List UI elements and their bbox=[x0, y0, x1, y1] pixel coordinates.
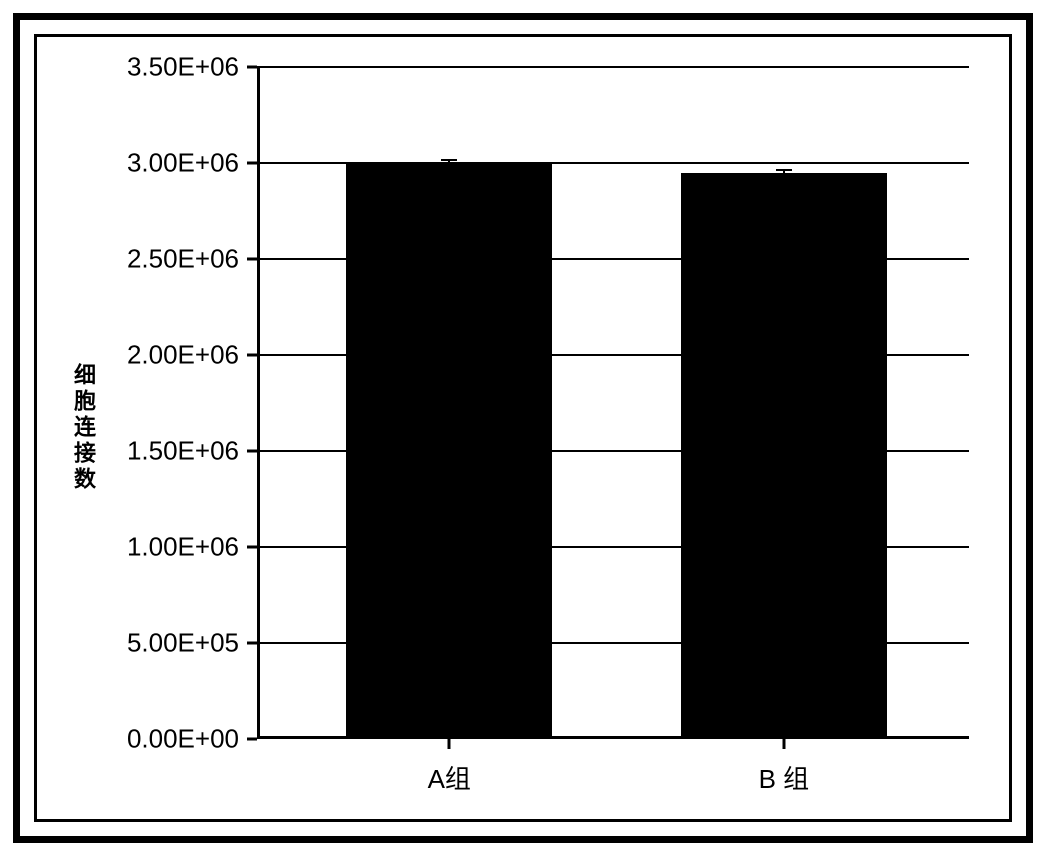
y-tick-label: 3.50E+06 bbox=[127, 52, 239, 83]
gridline bbox=[257, 66, 969, 68]
y-tick-label: 1.50E+06 bbox=[127, 436, 239, 467]
chart-outer-frame: 细胞连接数 A组B 组 0.00E+005.00E+051.00E+061.50… bbox=[13, 13, 1033, 843]
y-tick-mark bbox=[247, 354, 257, 357]
y-tick-label: 1.00E+06 bbox=[127, 532, 239, 563]
x-tick-mark bbox=[782, 739, 785, 749]
y-tick-label: 5.00E+05 bbox=[127, 628, 239, 659]
x-tick-mark bbox=[448, 739, 451, 749]
y-axis-label: 细胞连接数 bbox=[67, 363, 99, 493]
y-tick-mark bbox=[247, 450, 257, 453]
error-cap bbox=[441, 159, 457, 161]
x-axis-label: A组 bbox=[428, 759, 471, 796]
chart-inner-frame: 细胞连接数 A组B 组 0.00E+005.00E+051.00E+061.50… bbox=[34, 34, 1012, 822]
bar bbox=[681, 173, 887, 739]
chart-container: 细胞连接数 A组B 组 0.00E+005.00E+051.00E+061.50… bbox=[37, 37, 1009, 819]
y-tick-label: 2.00E+06 bbox=[127, 340, 239, 371]
y-tick-mark bbox=[247, 738, 257, 741]
y-tick-label: 0.00E+00 bbox=[127, 724, 239, 755]
y-tick-mark bbox=[247, 258, 257, 261]
y-axis-line bbox=[257, 67, 260, 739]
y-tick-mark bbox=[247, 66, 257, 69]
y-tick-mark bbox=[247, 546, 257, 549]
bar bbox=[346, 163, 552, 739]
y-tick-mark bbox=[247, 642, 257, 645]
y-tick-label: 3.00E+06 bbox=[127, 148, 239, 179]
y-tick-mark bbox=[247, 162, 257, 165]
x-axis-label: B 组 bbox=[759, 759, 810, 796]
plot-area: A组B 组 0.00E+005.00E+051.00E+061.50E+062.… bbox=[257, 67, 969, 739]
error-cap bbox=[776, 169, 792, 171]
y-tick-label: 2.50E+06 bbox=[127, 244, 239, 275]
